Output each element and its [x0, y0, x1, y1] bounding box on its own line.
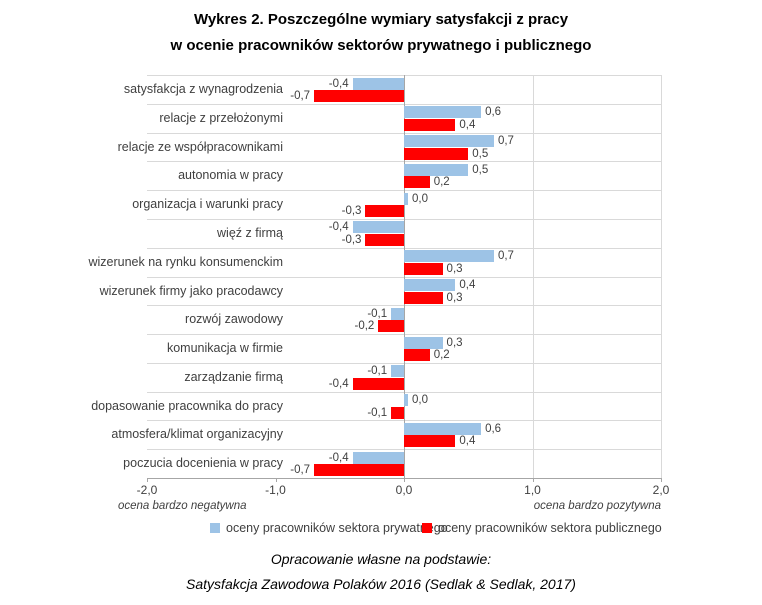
- value-label-private: 0,4: [459, 279, 476, 292]
- value-label-private: -0,4: [328, 77, 349, 90]
- category-label: wizerunek na rynku konsumenckim: [88, 254, 283, 269]
- category-label: wizerunek firmy jako pracodawcy: [99, 283, 283, 298]
- x-tick-label: 1,0: [524, 483, 541, 498]
- value-label-public: -0,1: [367, 406, 388, 419]
- x-axis-tick-mark: [275, 478, 277, 483]
- category-label: satysfakcja z wynagrodzenia: [123, 82, 283, 96]
- bar-private: [391, 365, 404, 378]
- x-axis-tick-mark: [404, 478, 405, 483]
- value-label-public: -0,2: [354, 320, 375, 333]
- x-tick-label: -1,0: [265, 483, 286, 498]
- value-label-public: 0,3: [446, 262, 463, 275]
- value-label-private: 0,7: [497, 250, 514, 263]
- gridline-plus1: [532, 75, 534, 479]
- value-label-private: -0,4: [328, 451, 349, 464]
- bar-private: [352, 451, 404, 464]
- bar-private: [352, 77, 404, 90]
- category-label: atmosfera/klimat organizacyjny: [111, 427, 283, 442]
- category-label: komunikacja w firmie: [166, 341, 283, 356]
- x-axis-tick-mark: [147, 478, 148, 483]
- x-tick-label: 0,0: [395, 483, 413, 498]
- bar-public: [404, 262, 443, 275]
- bar-private: [404, 106, 482, 119]
- bar-public: [314, 464, 404, 477]
- x-tick-label: 2,0: [652, 483, 670, 498]
- value-label-public: -0,3: [341, 233, 362, 246]
- bar-private: [404, 394, 408, 407]
- bar-public: [352, 377, 404, 390]
- category-label: więź z firmą: [217, 225, 283, 240]
- footer-source-intro: Opracowanie własne na podstawie:: [270, 551, 492, 567]
- legend-entry-public: oceny pracowników sektora publicznego: [422, 521, 662, 535]
- bar-private: [352, 221, 404, 234]
- bar-public: [404, 435, 456, 448]
- value-label-private: -0,1: [367, 307, 388, 320]
- bar-public: [404, 147, 469, 160]
- plot-right-border: [661, 75, 662, 479]
- value-label-public: 0,2: [433, 176, 450, 189]
- value-label-private: 0,3: [446, 336, 463, 349]
- legend-label: oceny pracowników sektora prywatnego: [226, 521, 448, 535]
- value-label-private: 0,0: [412, 394, 428, 407]
- bar-public: [378, 320, 404, 333]
- value-label-public: -0,7: [290, 90, 311, 102]
- value-label-private: 0,6: [485, 422, 502, 435]
- axis-note-negative: ocena bardzo negatywna: [118, 500, 247, 512]
- bar-public: [404, 349, 430, 362]
- chart-title-line1: Wykres 2. Poszczególne wymiary satysfakc…: [193, 11, 569, 28]
- chart-title-line2: w ocenie pracowników sektorów prywatnego…: [170, 37, 592, 54]
- value-label-public: -0,4: [328, 377, 349, 390]
- bar-public: [314, 90, 404, 102]
- category-label: rozwój zawodowy: [185, 312, 283, 327]
- category-label: dopasowanie pracownika do pracy: [91, 398, 283, 413]
- value-label-private: 0,6: [485, 106, 502, 119]
- value-label-private: -0,4: [328, 221, 349, 234]
- category-label: autonomia w pracy: [178, 168, 283, 183]
- value-label-private: 0,7: [497, 135, 514, 148]
- value-label-private: -0,1: [367, 365, 388, 378]
- value-label-public: 0,4: [459, 118, 476, 131]
- value-label-public: -0,7: [290, 464, 311, 477]
- legend-swatch-public-icon: [422, 523, 432, 533]
- bar-private: [404, 336, 443, 349]
- footer-source-citation: Satysfakcja Zawodowa Polaków 2016 (Sedla…: [186, 576, 576, 592]
- bar-public: [404, 118, 456, 131]
- bar-public: [365, 205, 404, 218]
- value-label-public: -0,3: [341, 205, 362, 218]
- value-label-public: 0,5: [472, 147, 489, 160]
- x-axis-tick-mark: [661, 478, 662, 483]
- legend-entry-private: oceny pracowników sektora prywatnego: [210, 521, 448, 535]
- bar-public: [404, 176, 430, 189]
- category-label: organizacja i warunki pracy: [132, 197, 283, 212]
- value-label-public: 0,4: [459, 435, 476, 448]
- bar-private: [404, 192, 408, 205]
- bar-private: [404, 422, 482, 435]
- value-label-private: 0,0: [412, 192, 428, 205]
- category-label: relacje ze współpracownikami: [117, 139, 283, 154]
- legend-label: oceny pracowników sektora publicznego: [438, 521, 662, 535]
- bar-private: [404, 135, 494, 148]
- bar-private: [404, 250, 494, 263]
- category-label: poczucia docenienia w pracy: [123, 456, 283, 471]
- zero-axis-line: [404, 75, 405, 479]
- axis-note-positive: ocena bardzo pozytywna: [533, 500, 661, 512]
- bar-public: [404, 291, 443, 304]
- category-label: zarządzanie firmą: [184, 369, 283, 384]
- value-label-public: 0,2: [433, 349, 450, 362]
- bar-public: [391, 406, 404, 419]
- x-axis-tick-mark: [532, 478, 534, 483]
- legend-swatch-private-icon: [210, 523, 220, 533]
- bar-private: [391, 307, 404, 320]
- value-label-private: 0,5: [472, 163, 489, 176]
- value-label-public: 0,3: [446, 291, 463, 304]
- chart-title: Wykres 2. Poszczególne wymiary satysfakc…: [0, 7, 762, 59]
- x-tick-label: -2,0: [136, 483, 158, 498]
- category-label: relacje z przełożonymi: [159, 110, 283, 125]
- bar-private: [404, 279, 456, 292]
- bar-public: [365, 233, 404, 246]
- bar-private: [404, 163, 469, 176]
